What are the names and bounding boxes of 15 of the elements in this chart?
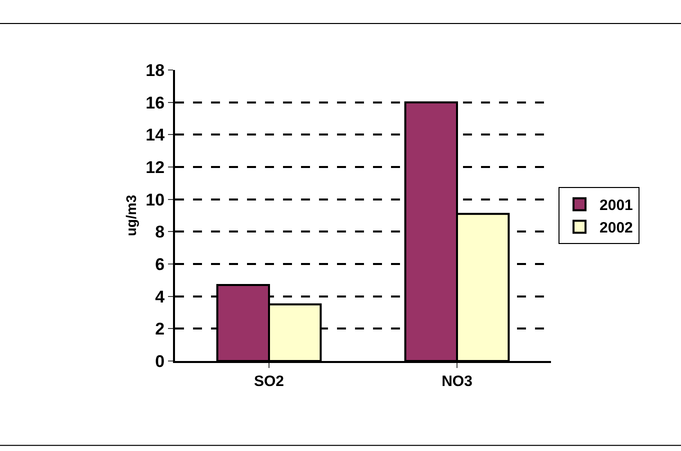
y-tick-label: 2 bbox=[155, 320, 165, 339]
y-tick-label: 14 bbox=[146, 126, 166, 145]
y-tick-label: 10 bbox=[146, 190, 165, 210]
y-tick-label: 18 bbox=[146, 60, 165, 80]
y-axis-title: ug/m3 bbox=[123, 194, 139, 236]
y-tick-label: 4 bbox=[155, 287, 166, 306]
y-tick-label: 0 bbox=[155, 352, 165, 371]
y-tick-label: 6 bbox=[155, 254, 165, 274]
x-tick-label: NO3 bbox=[442, 373, 472, 390]
y-tick-label: 16 bbox=[146, 93, 165, 112]
y-tick-label: 8 bbox=[155, 222, 165, 242]
legend-label: 2002 bbox=[600, 220, 633, 237]
x-tick-label: SO2 bbox=[254, 373, 284, 390]
legend-label: 2001 bbox=[600, 197, 633, 214]
y-tick-label: 12 bbox=[146, 158, 165, 177]
